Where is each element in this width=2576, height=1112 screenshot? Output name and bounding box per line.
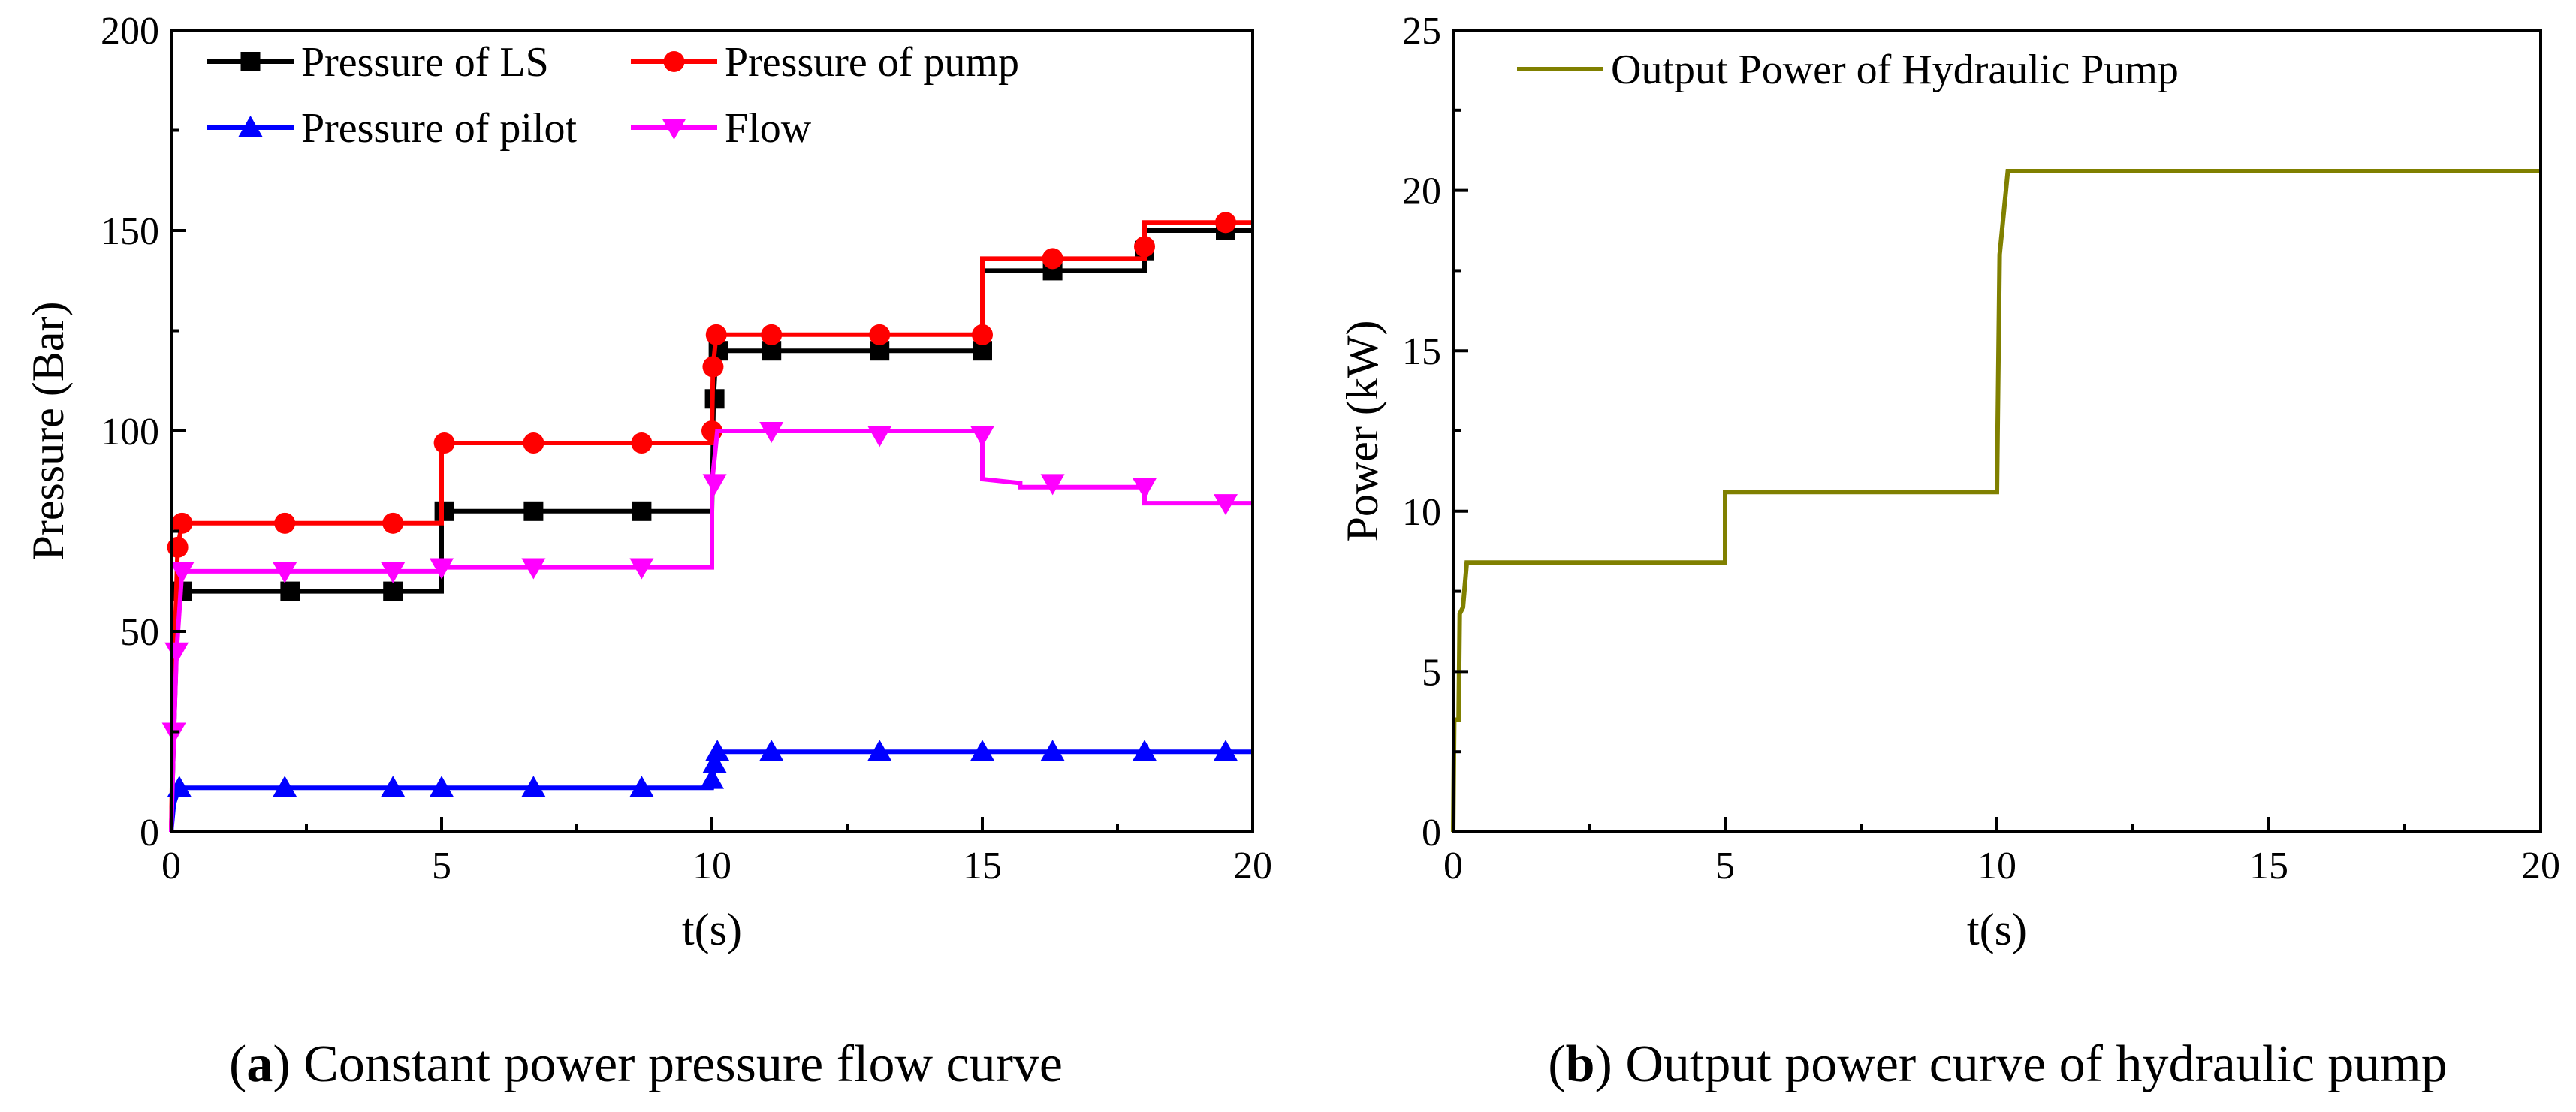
chart-a-data-point-3: [170, 562, 195, 583]
chart-a-data-point-3: [970, 426, 994, 448]
chart-a-data-point-3: [430, 558, 454, 580]
chart-a-data-point-0: [434, 501, 454, 521]
chart-b-y-tick-label: 15: [1402, 330, 1441, 373]
chart-b-x-tick-label: 20: [2521, 845, 2560, 887]
chart-a-data-point-2: [430, 776, 454, 797]
chart-a-data-point-2: [381, 776, 406, 797]
chart-a-data-point-3: [867, 426, 892, 448]
chart-b-caption-text: Output power curve of hydraulic pump: [1625, 1035, 2447, 1093]
chart-a-data-point-0: [383, 581, 403, 601]
chart-b-x-axis-label: t(s): [1967, 905, 2027, 954]
chart-a-x-tick-label: 10: [692, 845, 731, 887]
chart-a-data-point-2: [1040, 740, 1065, 761]
chart-a-x-tick-label: 20: [1233, 845, 1272, 887]
chart-a-data-point-2: [759, 740, 784, 761]
chart-a-data-point-3: [521, 558, 546, 580]
chart-a-caption-letter: a: [246, 1035, 273, 1093]
chart-a-data-point-0: [523, 501, 544, 521]
chart-a-data-point-2: [702, 752, 727, 773]
chart-a-x-tick-label: 0: [161, 845, 181, 887]
chart-a-data-point-1: [631, 432, 653, 454]
chart-a-legend-label-3: Flow: [725, 105, 812, 152]
chart-a-x-axis-label: t(s): [682, 905, 742, 954]
chart-b-y-tick-label: 20: [1402, 170, 1441, 213]
chart-a-legend-label-2: Pressure of pilot: [301, 105, 578, 152]
chart-a-legend-marker-0: [240, 52, 261, 71]
chart-a-data-point-1: [382, 512, 404, 534]
chart-a-series-layer: [161, 212, 1253, 833]
chart-b-y-tick-label: 5: [1422, 651, 1441, 694]
chart-a-data-point-2: [629, 776, 654, 797]
chart-a-data-point-2: [273, 776, 297, 797]
chart-a-data-point-2: [867, 740, 892, 761]
chart-a-data-point-1: [761, 324, 783, 345]
chart-a-data-point-2: [1214, 740, 1238, 761]
chart-a-legend-marker-1: [663, 51, 685, 72]
chart-a-data-point-3: [759, 422, 784, 443]
chart-a-data-point-3: [1133, 478, 1157, 499]
chart-b-series-line-0: [1451, 169, 2541, 833]
chart-a-data-point-0: [280, 581, 300, 601]
chart-a-legend-label-1: Pressure of pump: [725, 39, 1019, 86]
chart-b-y-tick-label: 0: [1422, 812, 1441, 854]
chart-b-x-tick-label: 10: [1977, 845, 2016, 887]
chart-a-legend-label-0: Pressure of LS: [301, 39, 549, 86]
chart-a-data-point-1: [523, 432, 544, 454]
chart-b-legend-label-0: Output Power of Hydraulic Pump: [1611, 47, 2179, 93]
chart-a-y-tick-label: 50: [120, 611, 159, 654]
chart-b-y-axis-label: Power (kW): [1338, 321, 1387, 542]
chart-a-data-point-2: [705, 740, 730, 761]
chart-a-y-tick-label: 0: [140, 812, 159, 854]
chart-b-caption: (b) Output power curve of hydraulic pump: [1548, 1035, 2448, 1093]
chart-b-series-layer: [1451, 169, 2541, 833]
chart-a-data-point-0: [632, 501, 652, 521]
chart-a-legend: Pressure of LS Pressure of pump Pressure o…: [207, 39, 1019, 152]
chart-a-series-line-3: [169, 429, 1253, 833]
chart-b-legend: Output Power of Hydraulic Pump: [1517, 47, 2179, 93]
chart-a-caption-text: Constant power pressure flow curve: [303, 1035, 1063, 1093]
chart-a-y-tick-label: 150: [101, 210, 159, 253]
chart-b-y-tick-label: 25: [1402, 10, 1441, 53]
chart-a-legend-marker-2: [238, 116, 263, 137]
chart-a-data-point-1: [433, 432, 455, 454]
chart-b-x-tick-label: 5: [1715, 845, 1735, 887]
chart-b-x-tick-label: 0: [1443, 845, 1463, 887]
chart-a-data-point-1: [869, 324, 891, 345]
chart-a-caption: (a) Constant power pressure flow curve: [229, 1035, 1063, 1093]
chart-a-data-point-1: [171, 512, 193, 534]
chart-a-x-tick-label: 5: [432, 845, 451, 887]
chart-a-data-point-1: [1134, 236, 1155, 258]
chart-b-axes: 0 5 10 15 20 0 5 10 15 20 25: [1402, 10, 2560, 887]
chart-b-y-tick-label: 10: [1402, 491, 1441, 534]
chart-a-data-point-2: [1133, 740, 1157, 761]
chart-b-x-tick-label: 15: [2249, 845, 2288, 887]
chart-a-data-point-3: [381, 562, 406, 583]
chart-a-legend-marker-3: [662, 119, 686, 140]
chart-a-data-point-3: [702, 474, 727, 496]
chart-b-caption-letter: b: [1566, 1035, 1595, 1093]
chart-a-y-tick-label: 200: [101, 10, 159, 53]
chart-a-data-point-2: [521, 776, 546, 797]
chart-b: 0 5 10 15 20 0 5 10 15 20 25 t(s) Power (kW) Outpu…: [1338, 10, 2560, 1093]
chart-a-data-point-2: [700, 767, 724, 789]
chart-a-y-axis-label: Pressure (Bar): [23, 302, 73, 561]
chart-a-data-point-1: [274, 512, 296, 534]
chart-a-data-point-2: [970, 740, 994, 761]
chart-a-data-point-1: [1042, 248, 1063, 270]
chart-a-data-point-1: [705, 324, 727, 345]
chart-a-data-point-3: [273, 562, 297, 583]
chart-a-data-point-1: [1215, 212, 1236, 234]
chart-a-data-point-3: [164, 642, 189, 664]
chart-a-data-point-3: [1040, 474, 1065, 496]
chart-a-data-point-1: [972, 324, 993, 345]
chart-a-x-tick-label: 15: [963, 845, 1002, 887]
chart-a-y-tick-label: 100: [101, 411, 159, 454]
chart-a-data-point-3: [1214, 494, 1238, 516]
chart-a-data-point-3: [629, 558, 654, 580]
chart-a-data-point-1: [702, 356, 724, 378]
